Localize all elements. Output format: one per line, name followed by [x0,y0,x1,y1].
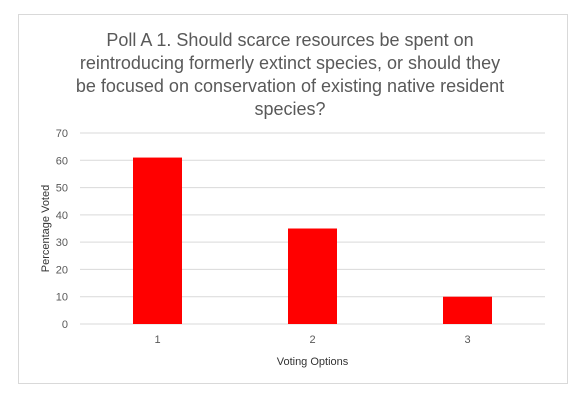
y-tick-label: 40 [56,210,68,222]
y-tick-label: 0 [62,319,68,331]
y-tick-label: 70 [56,128,68,140]
bar-1 [133,157,182,324]
x-axis-label: Voting Options [277,356,349,368]
y-axis-label: Percentage Voted [40,185,52,272]
bar-2 [288,228,337,324]
x-tick-label: 1 [154,334,160,346]
y-tick-label: 30 [56,237,68,249]
bar-3 [443,296,492,324]
chart-title-line: reintroducing formerly extinct species, … [79,53,501,73]
chart-title-line: be focused on conservation of existing n… [75,76,505,96]
chart-title-line: species? [254,99,326,119]
x-tick-label: 2 [309,334,315,346]
y-tick-label: 20 [56,264,68,276]
y-tick-label: 50 [56,183,68,195]
bars [133,157,492,324]
chart-title-line: Poll A 1. Should scarce resources be spe… [106,30,474,50]
chart-title: Poll A 1. Should scarce resources be spe… [30,29,550,121]
x-axis-ticks: 1 2 3 [154,334,470,346]
y-axis-ticks: 0 10 20 30 40 50 60 70 [56,128,68,331]
y-tick-label: 60 [56,155,68,167]
x-tick-label: 3 [464,334,470,346]
y-tick-label: 10 [56,292,68,304]
